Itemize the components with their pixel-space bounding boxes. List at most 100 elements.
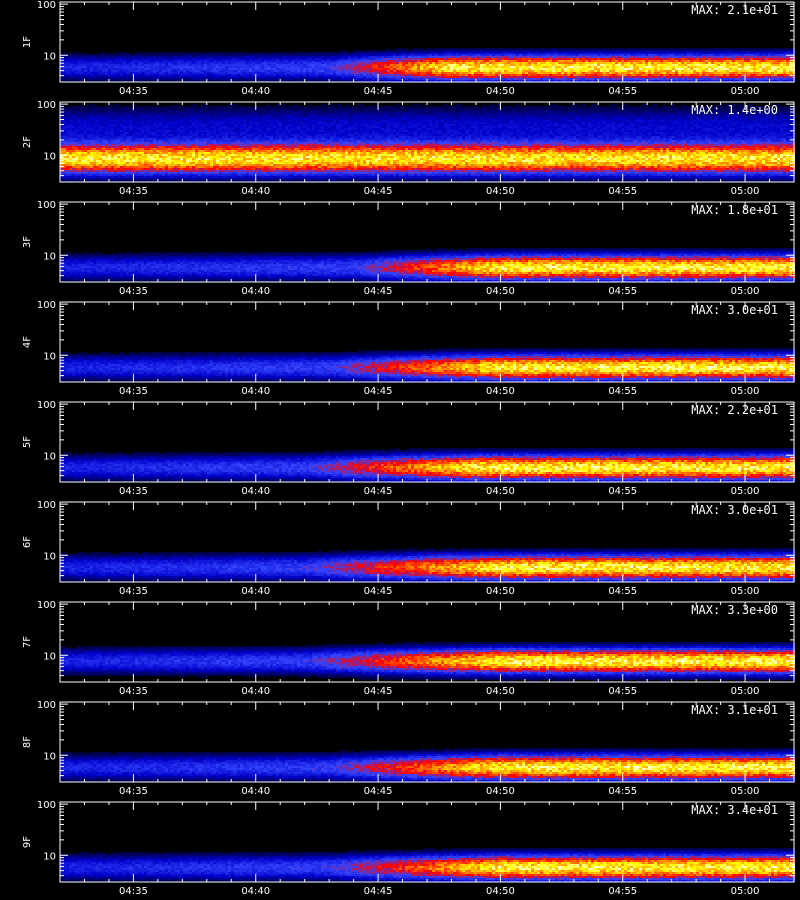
heatmap-cell bbox=[315, 54, 318, 56]
heatmap-cell bbox=[126, 140, 129, 142]
heatmap-cell bbox=[522, 50, 525, 52]
heatmap-cell bbox=[225, 66, 228, 68]
heatmap-cell bbox=[507, 48, 510, 50]
heatmap-cell bbox=[93, 136, 96, 138]
heatmap-cell bbox=[102, 164, 105, 166]
heatmap-cell bbox=[690, 80, 693, 82]
heatmap-cell bbox=[615, 68, 618, 70]
heatmap-cell bbox=[174, 64, 177, 66]
heatmap-cell bbox=[138, 58, 141, 60]
heatmap-cell bbox=[513, 48, 516, 50]
heatmap-cell bbox=[249, 78, 252, 80]
heatmap-cell bbox=[459, 74, 462, 76]
heatmap-cell bbox=[204, 64, 207, 66]
heatmap-cell bbox=[339, 52, 342, 54]
heatmap-cell bbox=[75, 168, 78, 170]
heatmap-cell bbox=[249, 64, 252, 66]
heatmap-cell bbox=[606, 52, 609, 54]
heatmap-cell bbox=[111, 162, 114, 164]
heatmap-cell bbox=[555, 56, 558, 58]
heatmap-cell bbox=[477, 50, 480, 52]
heatmap-cell bbox=[765, 78, 768, 80]
heatmap-cell bbox=[435, 68, 438, 70]
heatmap-cell bbox=[93, 174, 96, 176]
heatmap-cell bbox=[639, 74, 642, 76]
heatmap-cell bbox=[132, 122, 135, 124]
heatmap-cell bbox=[618, 54, 621, 56]
heatmap-cell bbox=[603, 72, 606, 74]
heatmap-cell bbox=[357, 62, 360, 64]
heatmap-cell bbox=[744, 66, 747, 68]
heatmap-cell bbox=[330, 74, 333, 76]
heatmap-cell bbox=[156, 74, 159, 76]
heatmap-cell bbox=[780, 60, 783, 62]
heatmap-cell bbox=[321, 64, 324, 66]
heatmap-cell bbox=[747, 72, 750, 74]
heatmap-cell bbox=[123, 120, 126, 122]
heatmap-cell bbox=[555, 78, 558, 80]
x-tick-label: 04:35 bbox=[119, 86, 148, 97]
heatmap-cell bbox=[192, 78, 195, 80]
heatmap-cell bbox=[300, 60, 303, 62]
heatmap-cell bbox=[117, 150, 120, 152]
heatmap-cell bbox=[426, 66, 429, 68]
heatmap-cell bbox=[579, 76, 582, 78]
heatmap-cell bbox=[705, 48, 708, 50]
heatmap-cell bbox=[711, 64, 714, 66]
heatmap-cell bbox=[591, 56, 594, 58]
heatmap-cell bbox=[495, 72, 498, 74]
heatmap-cell bbox=[690, 52, 693, 54]
heatmap-cell bbox=[135, 66, 138, 68]
heatmap-cell bbox=[390, 62, 393, 64]
heatmap-cell bbox=[93, 164, 96, 166]
heatmap-cell bbox=[219, 52, 222, 54]
heatmap-cell bbox=[339, 60, 342, 62]
heatmap-cell bbox=[690, 56, 693, 58]
heatmap-cell bbox=[663, 54, 666, 56]
heatmap-cell bbox=[762, 76, 765, 78]
heatmap-cell bbox=[93, 150, 96, 152]
heatmap-cell bbox=[384, 54, 387, 56]
heatmap-cell bbox=[696, 80, 699, 82]
heatmap-cell bbox=[93, 156, 96, 158]
heatmap-cell bbox=[618, 58, 621, 60]
heatmap-cell bbox=[282, 62, 285, 64]
heatmap-cell bbox=[516, 54, 519, 56]
heatmap-cell bbox=[117, 128, 120, 130]
heatmap-cell bbox=[129, 122, 132, 124]
heatmap-cell bbox=[588, 72, 591, 74]
heatmap-cell bbox=[261, 72, 264, 74]
heatmap-cell bbox=[549, 50, 552, 52]
heatmap-cell bbox=[747, 50, 750, 52]
heatmap-cell bbox=[102, 160, 105, 162]
heatmap-cell bbox=[615, 74, 618, 76]
heatmap-cell bbox=[564, 64, 567, 66]
heatmap-cell bbox=[75, 74, 78, 76]
heatmap-cell bbox=[69, 176, 72, 178]
heatmap-cell bbox=[783, 72, 786, 74]
heatmap-cell bbox=[483, 56, 486, 58]
heatmap-cell bbox=[726, 60, 729, 62]
heatmap-cell bbox=[654, 76, 657, 78]
heatmap-cell bbox=[60, 150, 63, 152]
heatmap-cell bbox=[651, 68, 654, 70]
heatmap-cell bbox=[69, 140, 72, 142]
heatmap-cell bbox=[129, 60, 132, 62]
heatmap-cell bbox=[648, 64, 651, 66]
heatmap-cell bbox=[315, 72, 318, 74]
heatmap-cell bbox=[216, 56, 219, 58]
heatmap-cell bbox=[123, 58, 126, 60]
heatmap-cell bbox=[306, 62, 309, 64]
heatmap-cell bbox=[660, 56, 663, 58]
heatmap-cell bbox=[693, 58, 696, 60]
heatmap-cell bbox=[774, 48, 777, 50]
heatmap-cell bbox=[633, 72, 636, 74]
heatmap-cell bbox=[756, 52, 759, 54]
heatmap-cell bbox=[132, 130, 135, 132]
heatmap-cell bbox=[615, 78, 618, 80]
heatmap-cell bbox=[108, 180, 111, 182]
heatmap-cell bbox=[117, 126, 120, 128]
heatmap-cell bbox=[108, 136, 111, 138]
heatmap-cell bbox=[111, 54, 114, 56]
